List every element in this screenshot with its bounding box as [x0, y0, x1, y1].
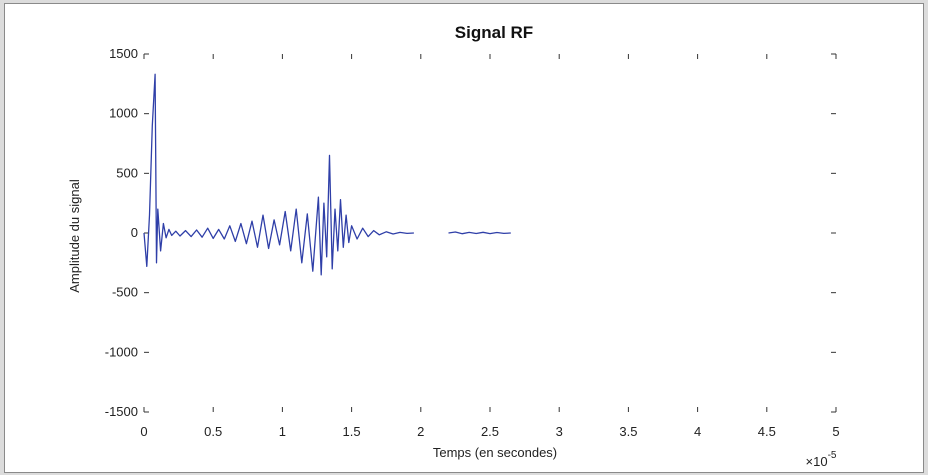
x-tick-label: 4.5 — [758, 424, 776, 439]
chart-title: Signal RF — [455, 23, 533, 42]
x-axis-label: Temps (en secondes) — [433, 445, 557, 460]
x-tick-label: 2.5 — [481, 424, 499, 439]
x-tick-label: 2 — [417, 424, 424, 439]
x-multiplier-label: ×10-5 — [806, 450, 837, 469]
figure-window: Signal RF -1500 -1000 -500 0 500 1000 1500 0 0.… — [4, 3, 924, 473]
rf-signal-chart: Signal RF -1500 -1000 -500 0 500 1000 1500 0 0.… — [67, 23, 840, 469]
signal-series — [143, 73, 511, 276]
x-tick-label: 0 — [140, 424, 147, 439]
y-tick-label: 1000 — [109, 106, 138, 121]
y-tick-label: -1500 — [105, 404, 138, 419]
x-tick-label: 4 — [694, 424, 701, 439]
x-tick-label: 1.5 — [343, 424, 361, 439]
x-tick-label: 5 — [832, 424, 839, 439]
x-axis-ticks: 0 0.5 1 1.5 2 2.5 3 3.5 4 4.5 5 — [140, 54, 840, 439]
x-tick-label: 3 — [556, 424, 563, 439]
y-tick-label: 0 — [131, 225, 138, 240]
x-tick-label: 1 — [279, 424, 286, 439]
y-axis-label: Amplitude du signal — [67, 179, 82, 293]
signal-line-1 — [448, 231, 511, 235]
y-tick-label: -1000 — [105, 344, 138, 359]
y-axis-ticks: -1500 -1000 -500 0 500 1000 1500 — [105, 46, 836, 419]
y-tick-label: 500 — [116, 165, 138, 180]
y-tick-label: 1500 — [109, 46, 138, 61]
x-tick-label: 3.5 — [619, 424, 637, 439]
signal-line-0 — [143, 73, 414, 276]
x-tick-label: 0.5 — [204, 424, 222, 439]
y-tick-label: -500 — [112, 285, 138, 300]
